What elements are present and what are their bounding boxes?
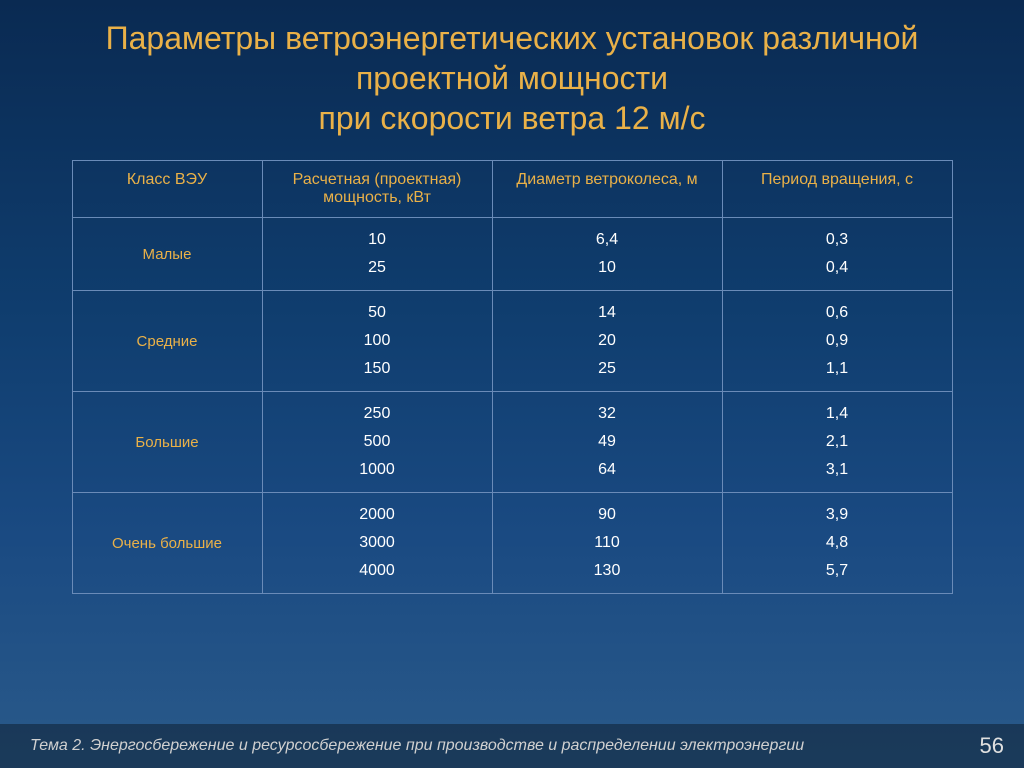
class-label-cell: Малые [72, 218, 262, 291]
table-row: Средние501001501420250,60,91,1 [72, 291, 952, 392]
data-cell: 0,30,4 [722, 218, 952, 291]
column-header: Расчетная (проектная) мощность, кВт [262, 161, 492, 218]
table-row: Очень большие200030004000901101303,94,85… [72, 493, 952, 594]
class-label-cell: Очень большие [72, 493, 262, 594]
data-cell: 50100150 [262, 291, 492, 392]
data-cell: 90110130 [492, 493, 722, 594]
data-cell: 142025 [492, 291, 722, 392]
data-cell: 0,60,91,1 [722, 291, 952, 392]
table-row: Большие25050010003249641,42,13,1 [72, 392, 952, 493]
data-cell: 2505001000 [262, 392, 492, 493]
data-cell: 1025 [262, 218, 492, 291]
column-header: Период вращения, с [722, 161, 952, 218]
table-header-row: Класс ВЭУРасчетная (проектная) мощность,… [72, 161, 952, 218]
page-number: 56 [980, 733, 1004, 759]
data-cell: 3,94,85,7 [722, 493, 952, 594]
slide: Параметры ветроэнергетических установок … [0, 0, 1024, 768]
column-header: Класс ВЭУ [72, 161, 262, 218]
data-cell: 1,42,13,1 [722, 392, 952, 493]
footer-topic: Тема 2. Энергосбережение и ресурсосбереж… [30, 737, 804, 755]
class-label-cell: Средние [72, 291, 262, 392]
column-header: Диаметр ветроколеса, м [492, 161, 722, 218]
footer-bar: Тема 2. Энергосбережение и ресурсосбереж… [0, 724, 1024, 768]
data-cell: 6,410 [492, 218, 722, 291]
table-row: Малые10256,4100,30,4 [72, 218, 952, 291]
slide-title: Параметры ветроэнергетических установок … [0, 18, 1024, 160]
data-cell: 200030004000 [262, 493, 492, 594]
wind-turbine-table: Класс ВЭУРасчетная (проектная) мощность,… [72, 160, 953, 594]
class-label-cell: Большие [72, 392, 262, 493]
data-cell: 324964 [492, 392, 722, 493]
